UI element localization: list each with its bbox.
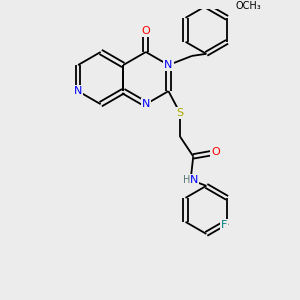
Text: O: O (142, 26, 150, 36)
Text: O: O (211, 148, 220, 158)
Text: OCH₃: OCH₃ (236, 1, 261, 11)
Text: S: S (177, 108, 184, 118)
Text: N: N (142, 99, 150, 109)
Text: N: N (74, 86, 82, 96)
Text: N: N (164, 60, 172, 70)
Text: F: F (221, 220, 227, 230)
Text: H: H (183, 175, 190, 185)
Text: N: N (190, 175, 199, 185)
